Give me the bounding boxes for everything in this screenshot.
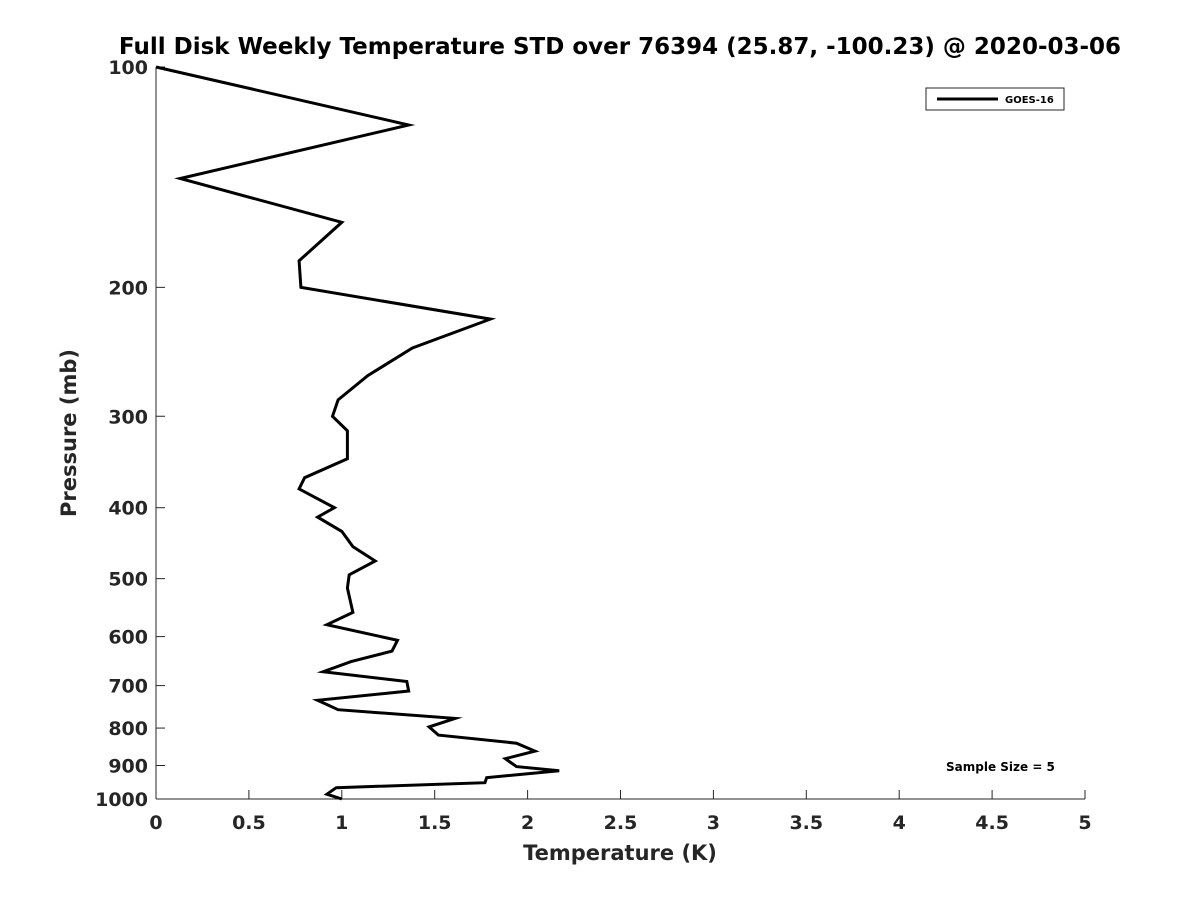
y-tick-label: 100 [108,57,148,79]
x-ticks: 0 0.5 1 1.5 2 2.5 3 3.5 4 4.5 5 [149,790,1092,834]
y-tick-label: 1000 [95,789,148,811]
y-tick-label: 900 [108,756,148,778]
x-tick-label: 4.5 [975,812,1009,834]
y-tick-label: 700 [108,676,148,698]
x-tick-label: 3.5 [789,812,823,834]
series-line-goes-16 [155,65,560,801]
y-tick-label: 400 [108,498,148,520]
x-tick-label: 1 [335,812,348,834]
y-tick-label: 300 [108,406,148,428]
series-layer [155,65,560,801]
y-ticks: 100 200 300 400 500 600 700 800 900 1000 [95,57,165,811]
x-tick-label: 1.5 [418,812,452,834]
legend: GOES-16 [925,87,1065,111]
y-tick-label: 200 [108,277,148,299]
x-tick-label: 5 [1078,812,1091,834]
x-tick-label: 0.5 [232,812,266,834]
y-tick-label: 500 [108,569,148,591]
x-tick-label: 2 [521,812,534,834]
y-axis-label: Pressure (mb) [57,349,81,517]
y-tick-label: 600 [108,627,148,649]
x-tick-label: 2.5 [604,812,638,834]
x-tick-label: 3 [707,812,720,834]
legend-label-goes-16: GOES-16 [1005,95,1054,106]
chart-title: Full Disk Weekly Temperature STD over 76… [119,34,1121,60]
x-axis-label: Temperature (K) [523,841,717,865]
x-tick-label: 0 [149,812,162,834]
sample-size-annotation: Sample Size = 5 [946,760,1055,774]
y-tick-label: 800 [108,718,148,740]
x-tick-label: 4 [893,812,906,834]
